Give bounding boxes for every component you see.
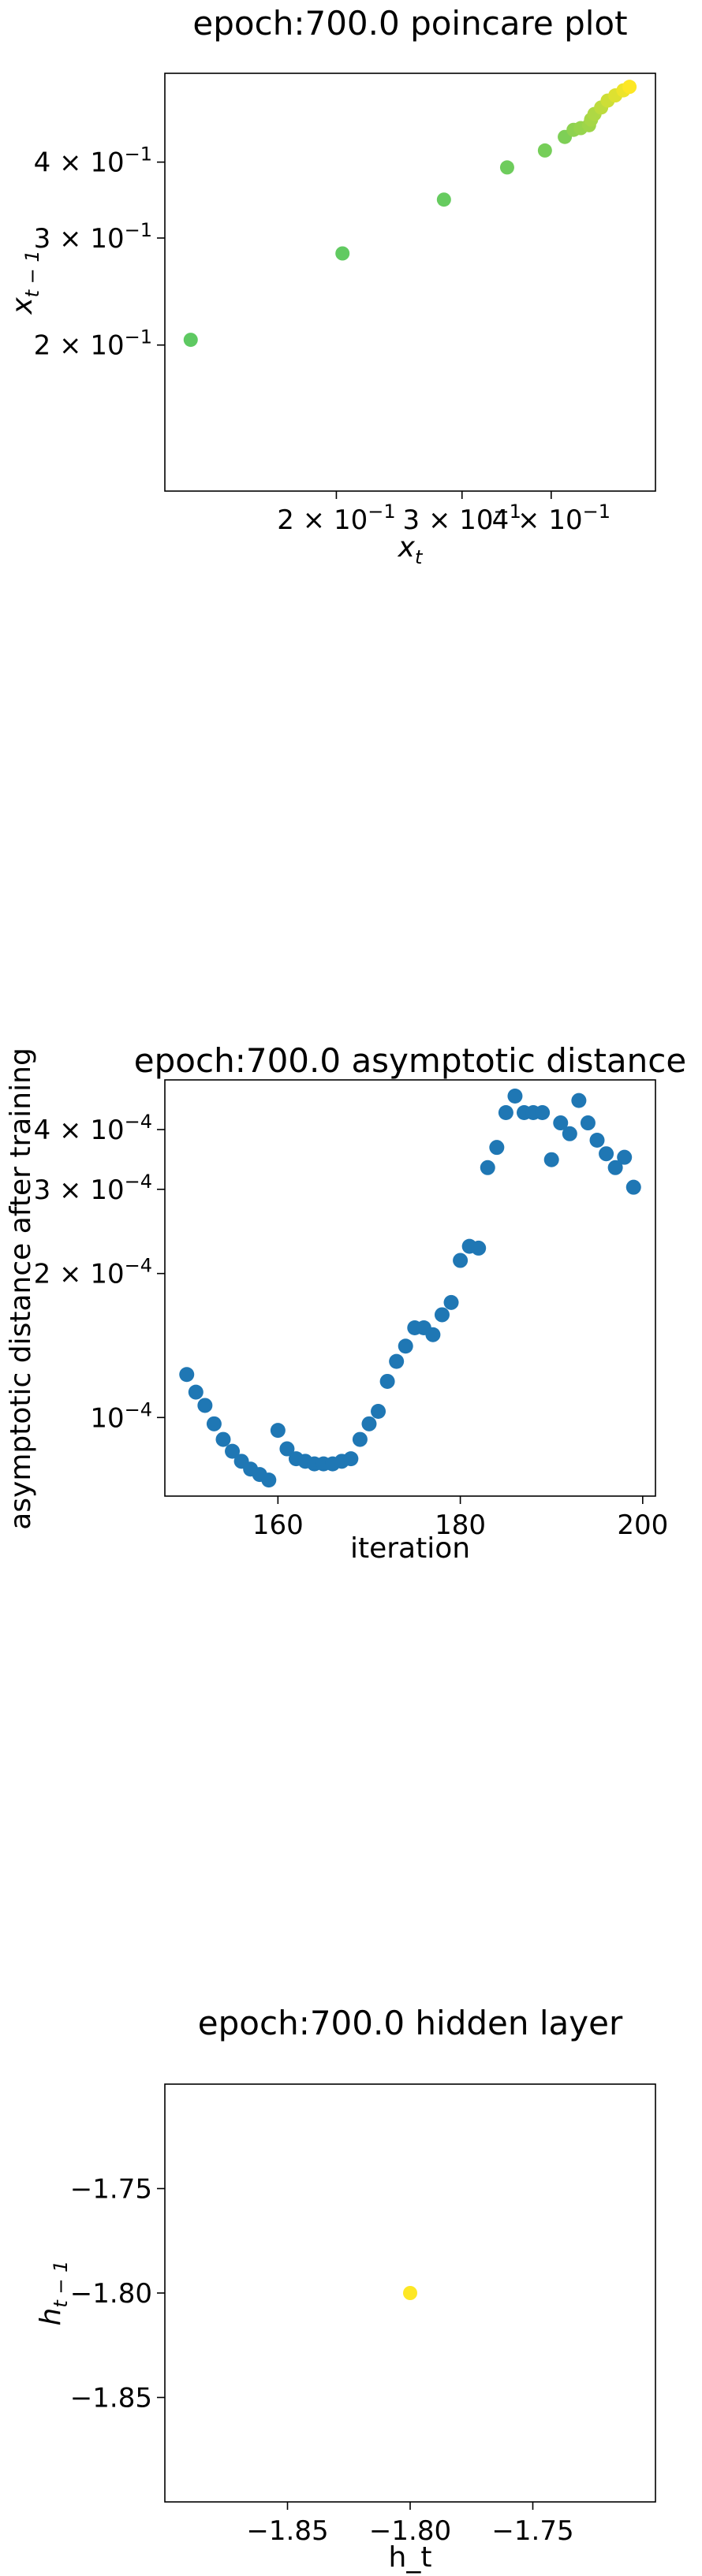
data-point (197, 1398, 213, 1413)
data-point (625, 1179, 641, 1195)
plot-frame (164, 1079, 656, 1497)
data-points (403, 2286, 417, 2300)
tick-label: 2 × 10−4 (34, 1255, 152, 1290)
data-point (270, 1423, 286, 1439)
data-point (179, 1367, 195, 1383)
data-point (352, 1431, 368, 1447)
data-point (389, 1353, 405, 1369)
chart-title: epoch:700.0 asymptotic distance (134, 1041, 686, 1080)
data-points (183, 80, 637, 348)
tick-label: 4 × 10−1 (34, 143, 152, 179)
data-point (480, 1160, 495, 1175)
data-point (436, 192, 451, 207)
x-axis-label: xt (398, 531, 424, 568)
data-point (443, 1294, 459, 1310)
data-point (622, 80, 637, 95)
data-point (537, 143, 552, 158)
data-point (225, 1443, 241, 1459)
data-point (589, 1133, 605, 1148)
data-point (553, 1115, 569, 1131)
data-point (206, 1416, 222, 1431)
y-axis-label: xt − 1 (6, 250, 43, 315)
plot-frame (164, 73, 656, 492)
tick-label: 2 × 10−1 (34, 326, 152, 362)
tick-label: −1.75 (70, 2174, 152, 2206)
data-point (471, 1240, 487, 1256)
data-point (617, 1149, 633, 1165)
tick-label: 3 × 10−1 (403, 501, 521, 536)
data-point (279, 1441, 295, 1457)
data-point (580, 1115, 596, 1131)
tick-label: 200 (617, 1509, 668, 1541)
data-point (453, 1253, 469, 1268)
data-point (599, 1146, 614, 1162)
tick-label: −1.85 (70, 2383, 152, 2414)
tick-label: 4 × 10−1 (492, 501, 611, 536)
tick-label: 10−4 (90, 1398, 152, 1434)
x-axis-label: h_t (389, 2541, 432, 2574)
data-point (261, 1472, 277, 1488)
data-point (398, 1338, 413, 1354)
y-axis-label: asymptotic distance after training (5, 1048, 37, 1530)
y-axis-ticks: −1.75 −1.80 −1.85 (70, 2174, 165, 2414)
y-axis-ticks: 10−4 2 × 10−4 3 × 10−4 4 × 10−4 (34, 1111, 165, 1434)
data-point (543, 1152, 559, 1167)
tick-label: 180 (435, 1509, 486, 1541)
data-point (507, 1088, 523, 1104)
tick-label: −1.80 (369, 2515, 451, 2547)
data-point (361, 1416, 377, 1431)
tick-label: −1.75 (491, 2515, 573, 2547)
data-point (183, 333, 198, 348)
data-point (489, 1140, 505, 1156)
data-point (215, 1431, 231, 1447)
tick-label: 3 × 10−1 (34, 219, 152, 255)
data-point (571, 1093, 587, 1108)
tick-label: 3 × 10−4 (34, 1171, 152, 1206)
data-point (434, 1307, 450, 1323)
tick-label: 4 × 10−4 (34, 1111, 152, 1146)
x-axis-ticks: 160 180 200 (252, 1496, 668, 1541)
data-point (607, 1160, 623, 1175)
y-axis-label: ht − 1 (35, 2261, 72, 2326)
data-point (425, 1327, 441, 1342)
data-point (188, 1384, 204, 1400)
poincare-plot-chart: epoch:700.0 poincare plot 2 × 10−1 3 × 10… (6, 4, 656, 568)
data-point (535, 1104, 551, 1120)
chart-title: epoch:700.0 poincare plot (192, 4, 627, 43)
data-points (179, 1088, 641, 1488)
x-axis-ticks: 2 × 10−1 3 × 10−14 × 10−1 (277, 491, 611, 536)
data-point (562, 1126, 577, 1141)
data-point (498, 1104, 513, 1120)
tick-label: −1.85 (246, 2515, 328, 2547)
data-point (343, 1451, 359, 1467)
data-point (499, 160, 514, 175)
data-point (335, 246, 350, 261)
x-axis-label: iteration (350, 1532, 470, 1565)
y-axis-ticks: 2 × 10−1 3 × 10−1 4 × 10−1 (34, 143, 165, 362)
tick-label: −1.80 (70, 2278, 152, 2310)
chart-title: epoch:700.0 hidden layer (198, 2004, 623, 2042)
data-point (379, 1373, 395, 1389)
x-axis-ticks: −1.85 −1.80 −1.75 (246, 2502, 574, 2547)
tick-label: 160 (252, 1509, 304, 1541)
tick-label: 2 × 10−1 (277, 501, 395, 536)
hidden-layer-chart: epoch:700.0 hidden layer −1.85 −1.80 −1.75… (35, 2004, 656, 2574)
asymptotic-distance-chart: epoch:700.0 asymptotic distance 160 180 20… (5, 1041, 686, 1565)
data-point (403, 2286, 417, 2300)
data-point (371, 1404, 386, 1420)
